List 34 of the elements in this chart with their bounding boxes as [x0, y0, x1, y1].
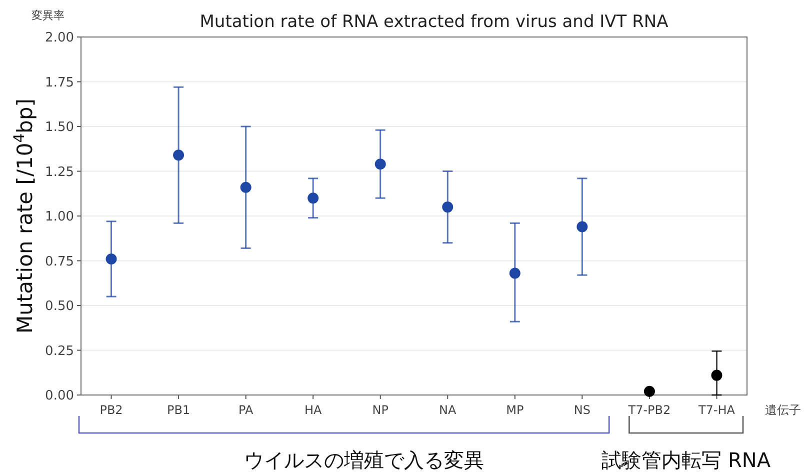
y-tick-label: 1.75 [45, 75, 74, 90]
point [711, 370, 722, 381]
point [173, 150, 184, 161]
point [308, 192, 319, 204]
x-tick-label: PB2 [100, 403, 123, 417]
y-tick-label: 0.75 [45, 254, 74, 270]
x-tick-label: T7-PB2 [627, 403, 671, 417]
y-tick-label: 1.25 [45, 164, 74, 180]
x-tick-label: PA [238, 403, 254, 417]
text: 試験管内転写 RNA [602, 448, 771, 472]
x-tick-label: NP [372, 403, 388, 417]
x-tick-label: PB1 [166, 403, 190, 417]
y-tick-label: 2.00 [45, 30, 74, 46]
y-tick-label: 0.25 [45, 344, 74, 359]
point [374, 158, 386, 170]
text: ウイルスの増殖で入る変異 [244, 448, 484, 472]
x-tick-label: MP [506, 403, 524, 417]
point [240, 182, 252, 193]
point [644, 386, 655, 397]
x-tick-label: T7-HA [697, 403, 736, 417]
text: 変異率 [32, 9, 64, 22]
point [106, 253, 117, 264]
point [442, 202, 454, 213]
x-tick-label: HA [304, 403, 322, 417]
y-tick-label: 0.00 [45, 388, 74, 404]
y-tick-label: 0.50 [45, 299, 74, 314]
y-tick-label: 1.50 [45, 120, 74, 135]
point [509, 268, 520, 279]
y-tick-label: 1.00 [45, 210, 74, 224]
point [576, 221, 588, 232]
text: 遺伝子 [765, 403, 801, 417]
x-tick-label: NA [439, 403, 458, 417]
x-tick-label: NS [574, 403, 590, 417]
chart-title: Mutation rate of RNA extracted from virus and IVT RNA [200, 12, 669, 32]
